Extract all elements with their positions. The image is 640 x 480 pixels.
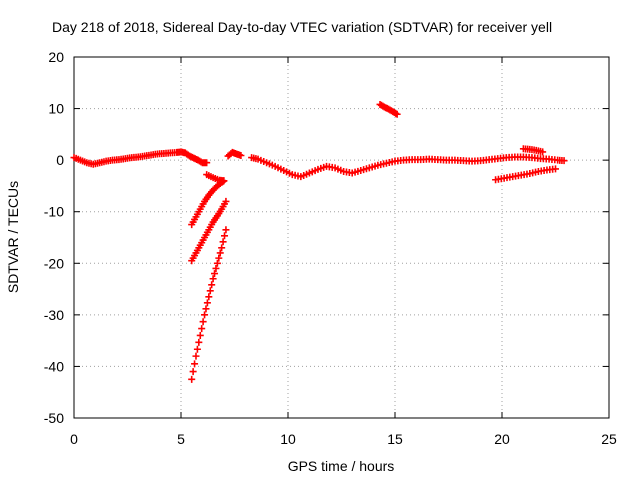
grid (74, 57, 609, 418)
data-point (203, 299, 211, 307)
data-point (196, 331, 204, 339)
chart-title: Day 218 of 2018, Sidereal Day-to-day VTE… (52, 19, 552, 35)
data-points (70, 100, 568, 383)
y-tick-label: -50 (44, 410, 64, 426)
x-tick-label: 0 (70, 431, 78, 447)
data-point (198, 325, 206, 333)
x-tick-label: 5 (177, 431, 185, 447)
series-right-lower (492, 165, 559, 184)
series-branch-2 (188, 197, 230, 265)
data-point (392, 109, 400, 117)
data-point (191, 360, 199, 368)
data-point (216, 249, 224, 257)
data-point (189, 368, 197, 376)
data-point (202, 305, 210, 313)
data-point (560, 157, 568, 165)
data-point (552, 165, 559, 173)
series-main-2 (248, 153, 568, 181)
data-point (192, 352, 200, 360)
data-point (539, 148, 547, 156)
data-point (222, 226, 230, 234)
series-branch-1 (188, 177, 228, 229)
series-short-arc (224, 148, 245, 160)
data-point (199, 318, 207, 326)
x-axis-label: GPS time / hours (288, 458, 395, 474)
data-point (213, 259, 221, 267)
data-point (219, 238, 227, 246)
data-point (209, 275, 217, 283)
data-point (222, 197, 230, 205)
y-tick-label: 10 (48, 101, 64, 117)
x-tick-label: 20 (494, 431, 510, 447)
series-right-upper (519, 145, 547, 156)
data-point (237, 152, 245, 160)
y-tick-label: -30 (44, 307, 64, 323)
axes (73, 56, 610, 419)
y-tick-label: 0 (56, 152, 64, 168)
data-point (206, 287, 214, 295)
y-tick-label: -10 (44, 204, 64, 220)
data-point (205, 293, 213, 301)
data-point (215, 254, 223, 262)
y-ticks: 20 10 0 -10 -20 -30 -40 -50 (44, 49, 609, 426)
data-point (203, 159, 211, 167)
data-point (221, 232, 229, 240)
y-tick-label: -40 (44, 358, 64, 374)
x-tick-label: 10 (280, 431, 296, 447)
y-tick-label: 20 (48, 49, 64, 65)
y-tick-label: -20 (44, 255, 64, 271)
data-point (220, 177, 228, 185)
series-branch-3 (188, 226, 230, 383)
data-point (193, 345, 201, 353)
series-main (70, 148, 211, 168)
series-positive-arc (376, 100, 401, 118)
plot-frame (73, 56, 610, 419)
data-point (218, 244, 226, 252)
data-point (201, 311, 209, 319)
data-point (188, 375, 196, 383)
x-tick-label: 25 (601, 431, 617, 447)
data-point (195, 338, 203, 346)
data-point (212, 264, 220, 272)
y-axis-label: SDTVAR / TECUs (5, 181, 21, 293)
data-point (211, 270, 219, 278)
x-ticks: 0 5 10 15 20 25 (70, 57, 617, 447)
x-tick-label: 15 (387, 431, 403, 447)
data-point (393, 110, 401, 118)
data-point (208, 281, 216, 289)
